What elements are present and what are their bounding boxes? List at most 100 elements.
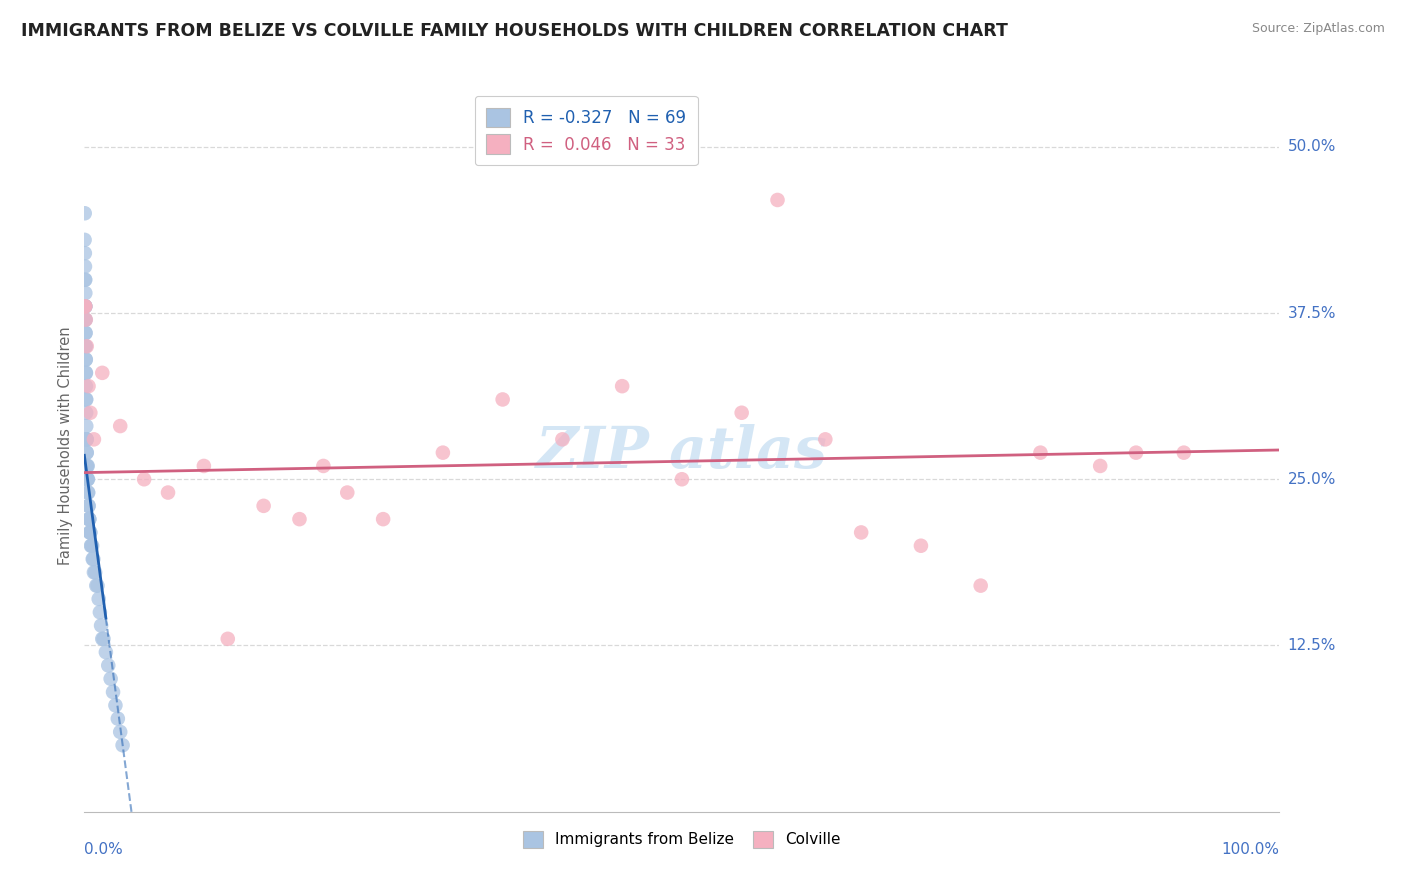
Point — [253, 499, 276, 513]
Point — [75, 339, 97, 353]
Text: 25.0%: 25.0% — [1288, 472, 1336, 487]
Point — [193, 458, 215, 473]
Point — [75, 406, 97, 420]
Point — [75, 392, 97, 407]
Text: ZIP atlas: ZIP atlas — [536, 425, 828, 481]
Point — [157, 485, 180, 500]
Point — [910, 539, 932, 553]
Legend: Immigrants from Belize, Colville: Immigrants from Belize, Colville — [516, 823, 848, 855]
Point — [492, 392, 515, 407]
Point — [766, 193, 789, 207]
Point — [101, 685, 124, 699]
Point — [75, 299, 97, 313]
Point — [87, 591, 110, 606]
Point — [73, 246, 96, 260]
Text: Source: ZipAtlas.com: Source: ZipAtlas.com — [1251, 22, 1385, 36]
Point — [93, 632, 115, 646]
Point — [551, 433, 574, 447]
Point — [312, 458, 335, 473]
Point — [75, 326, 97, 340]
Point — [336, 485, 359, 500]
Point — [77, 485, 100, 500]
Point — [104, 698, 127, 713]
Point — [76, 472, 98, 486]
Point — [79, 525, 101, 540]
Point — [76, 458, 98, 473]
Point — [373, 512, 395, 526]
Point — [83, 566, 105, 580]
Point — [1125, 445, 1147, 459]
Point — [75, 352, 97, 367]
Point — [76, 445, 98, 459]
Point — [75, 312, 97, 326]
Point — [1090, 458, 1112, 473]
Point — [970, 579, 993, 593]
Point — [73, 299, 96, 313]
Point — [77, 472, 100, 486]
Point — [77, 512, 100, 526]
Point — [76, 445, 98, 459]
Point — [288, 512, 311, 526]
Point — [76, 472, 98, 486]
Y-axis label: Family Households with Children: Family Households with Children — [58, 326, 73, 566]
Point — [73, 260, 96, 274]
Point — [75, 392, 97, 407]
Point — [94, 645, 117, 659]
Point — [75, 366, 97, 380]
Point — [75, 273, 97, 287]
Point — [75, 433, 97, 447]
Point — [731, 406, 754, 420]
Point — [73, 233, 96, 247]
Point — [73, 206, 96, 220]
Point — [82, 552, 104, 566]
Point — [79, 525, 101, 540]
Point — [132, 472, 156, 486]
Point — [86, 579, 108, 593]
Point — [851, 525, 873, 540]
Point — [100, 672, 122, 686]
Point — [75, 299, 97, 313]
Point — [79, 406, 101, 420]
Text: 50.0%: 50.0% — [1288, 139, 1336, 154]
Point — [76, 458, 98, 473]
Point — [76, 339, 98, 353]
Point — [75, 366, 97, 380]
Point — [82, 552, 104, 566]
Point — [75, 299, 97, 313]
Point — [84, 566, 107, 580]
Point — [107, 712, 129, 726]
Point — [86, 579, 108, 593]
Text: 12.5%: 12.5% — [1288, 638, 1336, 653]
Point — [79, 512, 101, 526]
Point — [671, 472, 693, 486]
Point — [75, 339, 97, 353]
Point — [79, 525, 101, 540]
Point — [76, 433, 98, 447]
Text: 0.0%: 0.0% — [84, 842, 124, 857]
Point — [111, 738, 134, 752]
Point — [75, 312, 97, 326]
Point — [82, 539, 104, 553]
Point — [97, 658, 120, 673]
Point — [75, 312, 97, 326]
Point — [83, 433, 105, 447]
Point — [73, 273, 96, 287]
Text: 100.0%: 100.0% — [1222, 842, 1279, 857]
Point — [77, 379, 100, 393]
Point — [89, 605, 111, 619]
Point — [217, 632, 239, 646]
Point — [90, 618, 112, 632]
Point — [77, 512, 100, 526]
Point — [77, 499, 100, 513]
Point — [77, 499, 100, 513]
Point — [75, 286, 97, 301]
Point — [76, 458, 98, 473]
Point — [91, 632, 114, 646]
Point — [91, 366, 114, 380]
Point — [612, 379, 634, 393]
Point — [1029, 445, 1052, 459]
Point — [76, 472, 98, 486]
Point — [814, 433, 837, 447]
Point — [77, 485, 100, 500]
Point — [80, 539, 103, 553]
